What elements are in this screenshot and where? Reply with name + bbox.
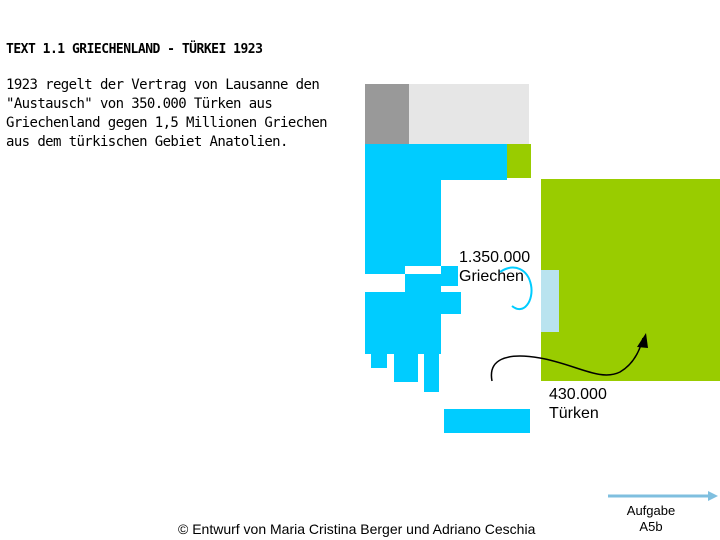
turks-label: Türken [549, 405, 599, 422]
greece-block [365, 144, 507, 180]
task-code: A5b [639, 519, 663, 534]
greeks-arrow [499, 266, 533, 311]
task-link[interactable]: Aufgabe A5b [622, 503, 680, 535]
greece-block [405, 274, 441, 292]
credit-text: © Entwurf von Maria Cristina Berger und … [178, 521, 536, 537]
turks-count-label: 430.000 [549, 386, 607, 403]
greeks-count-label: 1.350.000 [459, 249, 531, 266]
greeks-label: Griechen [459, 268, 524, 285]
greece-block [424, 354, 439, 392]
lightblue-block [541, 270, 559, 332]
green-small-block [507, 144, 531, 178]
greece-island-block [444, 409, 530, 433]
gray-block [365, 84, 409, 144]
greece-block [365, 180, 441, 266]
page-title: TEXT 1.1 GRIECHENLAND - TÜRKEI 1923 [6, 42, 263, 57]
greece-block [441, 266, 458, 286]
lightgray-block [409, 84, 529, 144]
greece-block [365, 266, 405, 274]
turkey-block [541, 179, 720, 381]
turks-arrow [490, 337, 644, 382]
next-arrow-head [708, 491, 718, 501]
greece-block [394, 354, 418, 382]
turks-arrowhead [637, 333, 648, 348]
greece-block [371, 354, 387, 368]
greece-block [365, 292, 441, 354]
greece-block [441, 292, 461, 314]
task-label: Aufgabe [626, 503, 676, 518]
intro-paragraph: 1923 regelt der Vertrag von Lausanne den… [6, 77, 328, 150]
